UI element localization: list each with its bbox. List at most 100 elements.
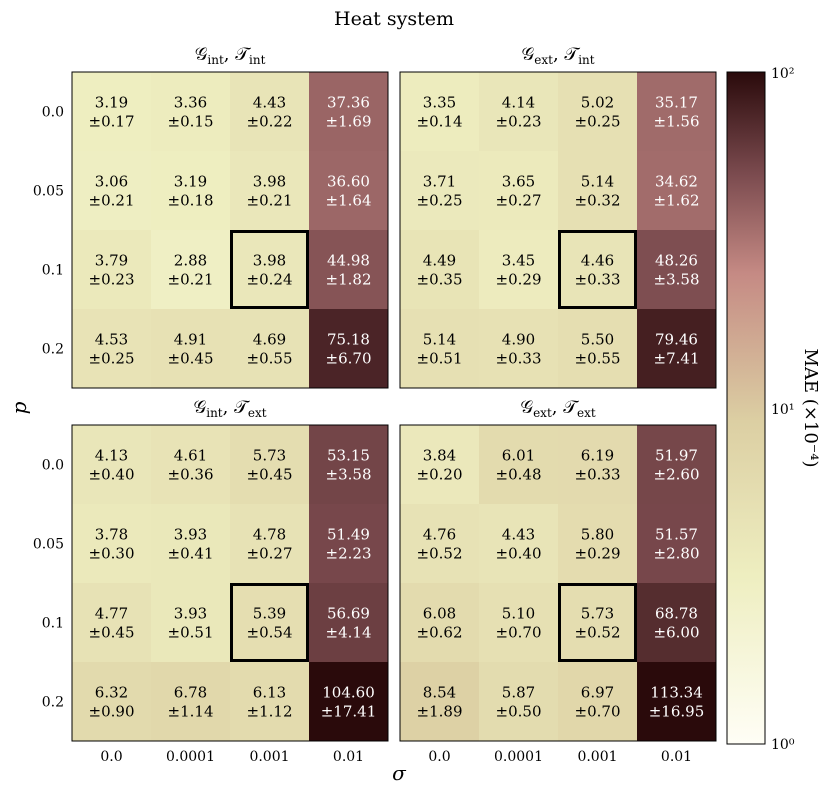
cell-value-label: 5.73 bbox=[253, 447, 286, 465]
heatmap-cell bbox=[479, 309, 558, 388]
cell-error-label: ±1.56 bbox=[654, 113, 700, 131]
cell-value-label: 5.10 bbox=[502, 605, 535, 623]
heatmap-cell bbox=[637, 309, 716, 388]
chart-title: Heat system bbox=[334, 8, 454, 30]
cell-error-label: ±0.90 bbox=[89, 703, 135, 721]
panel-frame bbox=[399, 71, 717, 389]
heatmap-cell bbox=[400, 230, 479, 309]
cell-error-label: ±0.27 bbox=[247, 545, 293, 563]
cell-value-label: 6.08 bbox=[423, 605, 456, 623]
heatmap-cell bbox=[151, 230, 230, 309]
cell-value-label: 4.90 bbox=[502, 331, 535, 349]
cell-error-label: ±0.33 bbox=[496, 350, 542, 368]
cell-value-label: 3.84 bbox=[423, 447, 456, 465]
cell-error-label: ±0.29 bbox=[496, 271, 542, 289]
heatmap-cell bbox=[151, 309, 230, 388]
cell-value-label: 68.78 bbox=[655, 605, 698, 623]
cell-value-label: 56.69 bbox=[327, 605, 370, 623]
cell-value-label: 3.79 bbox=[95, 252, 128, 270]
heatmap-cell bbox=[479, 72, 558, 151]
highlight-box bbox=[558, 230, 637, 309]
heatmap-cell bbox=[637, 662, 716, 741]
cell-error-label: ±0.21 bbox=[247, 192, 293, 210]
cell-error-label: ±0.52 bbox=[417, 545, 463, 563]
cell-value-label: 44.98 bbox=[327, 252, 370, 270]
cell-error-label: ±4.14 bbox=[326, 624, 372, 642]
y-tick-label: 0.2 bbox=[42, 695, 64, 711]
cell-error-label: ±0.22 bbox=[247, 113, 293, 131]
heatmap-cell bbox=[637, 425, 716, 504]
cell-value-label: 2.88 bbox=[174, 252, 207, 270]
cell-error-label: ±0.25 bbox=[575, 113, 621, 131]
cell-value-label: 4.46 bbox=[581, 252, 614, 270]
cell-error-label: ±7.41 bbox=[654, 350, 700, 368]
panel-title: 𝒢int, 𝒯int bbox=[195, 44, 266, 67]
colorbar-tick-label: 10² bbox=[771, 66, 794, 82]
cell-value-label: 6.32 bbox=[95, 684, 128, 702]
heatmap-cell bbox=[400, 583, 479, 662]
heatmap-cell bbox=[479, 504, 558, 583]
x-tick-label: 0.001 bbox=[249, 749, 289, 765]
cell-error-label: ±1.64 bbox=[326, 192, 372, 210]
cell-value-label: 3.36 bbox=[174, 94, 207, 112]
cell-error-label: ±0.45 bbox=[89, 624, 135, 642]
cell-value-label: 3.98 bbox=[253, 173, 286, 191]
heatmap-cell bbox=[479, 662, 558, 741]
cell-error-label: ±17.41 bbox=[321, 703, 377, 721]
colorbar-tick-label: 10⁰ bbox=[771, 737, 795, 753]
y-tick-label: 0.05 bbox=[33, 184, 64, 200]
heatmap-cell bbox=[72, 504, 151, 583]
heatmap-cell bbox=[400, 151, 479, 230]
cell-value-label: 35.17 bbox=[655, 94, 698, 112]
heatmap-cell bbox=[637, 583, 716, 662]
cell-value-label: 51.97 bbox=[655, 447, 698, 465]
cell-value-label: 5.14 bbox=[581, 173, 614, 191]
cell-error-label: ±0.21 bbox=[168, 271, 214, 289]
heatmap-cell bbox=[151, 425, 230, 504]
heatmap-cell bbox=[558, 230, 637, 309]
cell-value-label: 37.36 bbox=[327, 94, 370, 112]
cell-error-label: ±1.82 bbox=[326, 271, 372, 289]
cell-error-label: ±0.17 bbox=[89, 113, 135, 131]
cell-error-label: ±3.58 bbox=[654, 271, 700, 289]
cell-error-label: ±0.45 bbox=[247, 466, 293, 484]
cell-error-label: ±0.35 bbox=[417, 271, 463, 289]
cell-error-label: ±0.55 bbox=[575, 350, 621, 368]
heatmap-cell bbox=[151, 72, 230, 151]
cell-value-label: 3.19 bbox=[95, 94, 128, 112]
heatmap-cell bbox=[151, 504, 230, 583]
heatmap-cell bbox=[230, 425, 309, 504]
cell-value-label: 51.57 bbox=[655, 526, 698, 544]
x-tick-label: 0.0 bbox=[100, 749, 122, 765]
cell-value-label: 3.78 bbox=[95, 526, 128, 544]
cell-value-label: 75.18 bbox=[327, 331, 370, 349]
heatmap-cell bbox=[558, 504, 637, 583]
heatmap-cell bbox=[479, 425, 558, 504]
heatmap-cell bbox=[558, 583, 637, 662]
cell-value-label: 5.80 bbox=[581, 526, 614, 544]
heatmap-panel: 𝒢ext, 𝒯ext 3.84±0.20 6.01±0.48 6.19±0.33 51.… bbox=[399, 397, 717, 765]
heatmap-cell bbox=[309, 151, 388, 230]
cell-error-label: ±0.15 bbox=[168, 113, 214, 131]
cell-error-label: ±0.41 bbox=[168, 545, 214, 563]
heatmap-cell bbox=[72, 309, 151, 388]
heatmap-cell bbox=[230, 504, 309, 583]
cell-error-label: ±0.55 bbox=[247, 350, 293, 368]
heatmap-cell bbox=[479, 583, 558, 662]
cell-value-label: 36.60 bbox=[327, 173, 370, 191]
heatmap-cell bbox=[400, 425, 479, 504]
cell-error-label: ±1.12 bbox=[247, 703, 293, 721]
cell-value-label: 4.13 bbox=[95, 447, 128, 465]
cell-error-label: ±0.23 bbox=[496, 113, 542, 131]
cell-value-label: 3.45 bbox=[502, 252, 535, 270]
cell-error-label: ±2.80 bbox=[654, 545, 700, 563]
cell-error-label: ±6.70 bbox=[326, 350, 372, 368]
cell-value-label: 3.98 bbox=[253, 252, 286, 270]
cell-error-label: ±0.36 bbox=[168, 466, 214, 484]
cell-error-label: ±0.52 bbox=[575, 624, 621, 642]
heatmap-panel: 𝒢int, 𝒯int3.19±0.173.36±0.154.43±0.2237.… bbox=[33, 44, 389, 389]
cell-error-label: ±0.32 bbox=[575, 192, 621, 210]
highlight-box bbox=[230, 583, 309, 662]
heatmap-cell bbox=[72, 230, 151, 309]
